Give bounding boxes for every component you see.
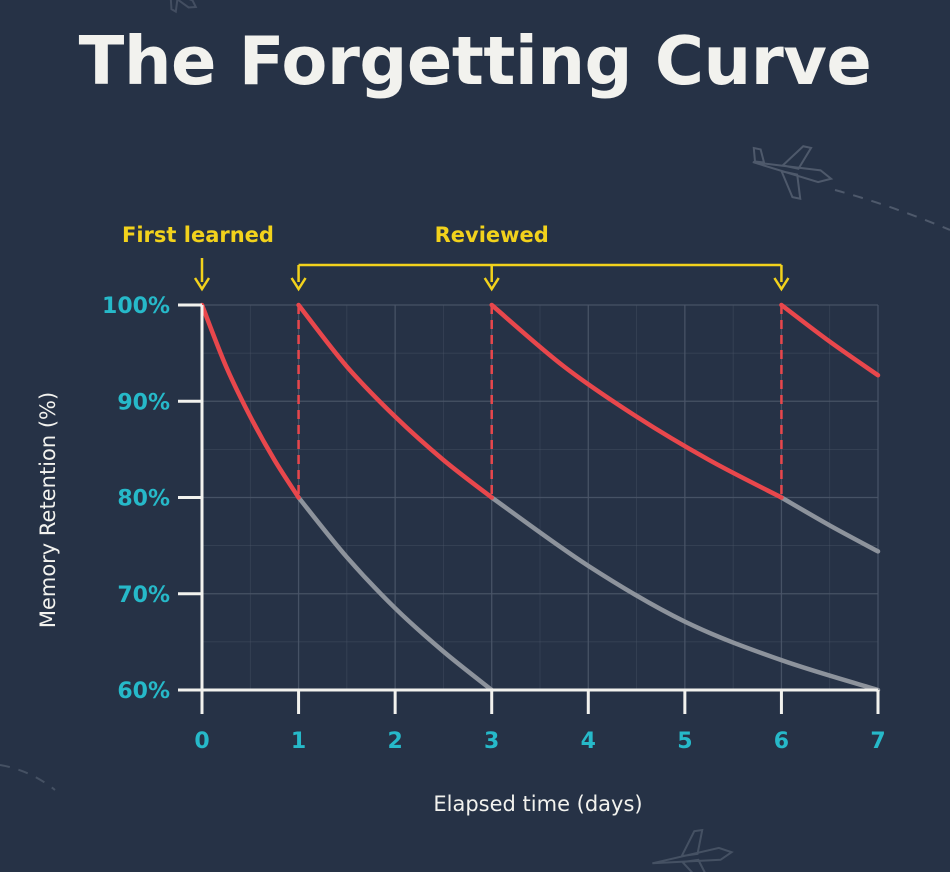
annotation-arrowhead [483, 277, 500, 292]
curves [199, 302, 881, 693]
x-tick-label: 5 [677, 729, 692, 754]
review-curve-segment-2 [296, 302, 494, 500]
x-tick-label: 7 [870, 729, 885, 754]
decay-curve-segment-3 [779, 495, 881, 554]
decay-curve-segment-2 [489, 495, 881, 693]
y-tick-label: 80% [117, 487, 170, 512]
airplane-icon [752, 145, 834, 201]
x-tick-label: 1 [291, 729, 306, 754]
annotations: First learned Reviewed [122, 223, 790, 292]
review-curve-segment-4 [779, 302, 881, 378]
review-drop-lines [297, 305, 783, 498]
flight-path-dashes [834, 189, 950, 231]
x-tick-label: 0 [194, 729, 209, 754]
airplane-icon [652, 828, 734, 872]
tick-labels: 0 1 2 3 4 5 6 7 60% 70% 80% 90% 100% [102, 294, 886, 754]
airplane-icon [157, 0, 198, 14]
decay-curve-segment-1 [296, 495, 494, 693]
y-tick-label: 70% [117, 583, 170, 608]
annotation-arrowhead [193, 277, 211, 292]
page-title: The Forgetting Curve [78, 22, 872, 100]
y-tick-label: 90% [117, 390, 170, 415]
first-learned-label: First learned [122, 223, 274, 247]
x-tick-label: 6 [774, 729, 789, 754]
y-tick-label: 60% [117, 679, 170, 704]
review-curve-segment-3 [489, 302, 784, 500]
x-axis-title: Elapsed time (days) [433, 792, 642, 816]
flight-path-dashes [0, 764, 56, 791]
x-tick-label: 3 [484, 729, 499, 754]
annotation-arrowhead [773, 277, 790, 292]
axes [178, 303, 880, 714]
x-tick-label: 2 [387, 729, 402, 754]
y-tick-label: 100% [102, 294, 170, 319]
reviewed-label: Reviewed [435, 223, 549, 247]
y-axis-title: Memory Retention (%) [36, 392, 60, 628]
review-curve-segment-1 [199, 302, 301, 500]
x-tick-label: 4 [581, 729, 596, 754]
annotation-arrowhead [290, 277, 307, 292]
